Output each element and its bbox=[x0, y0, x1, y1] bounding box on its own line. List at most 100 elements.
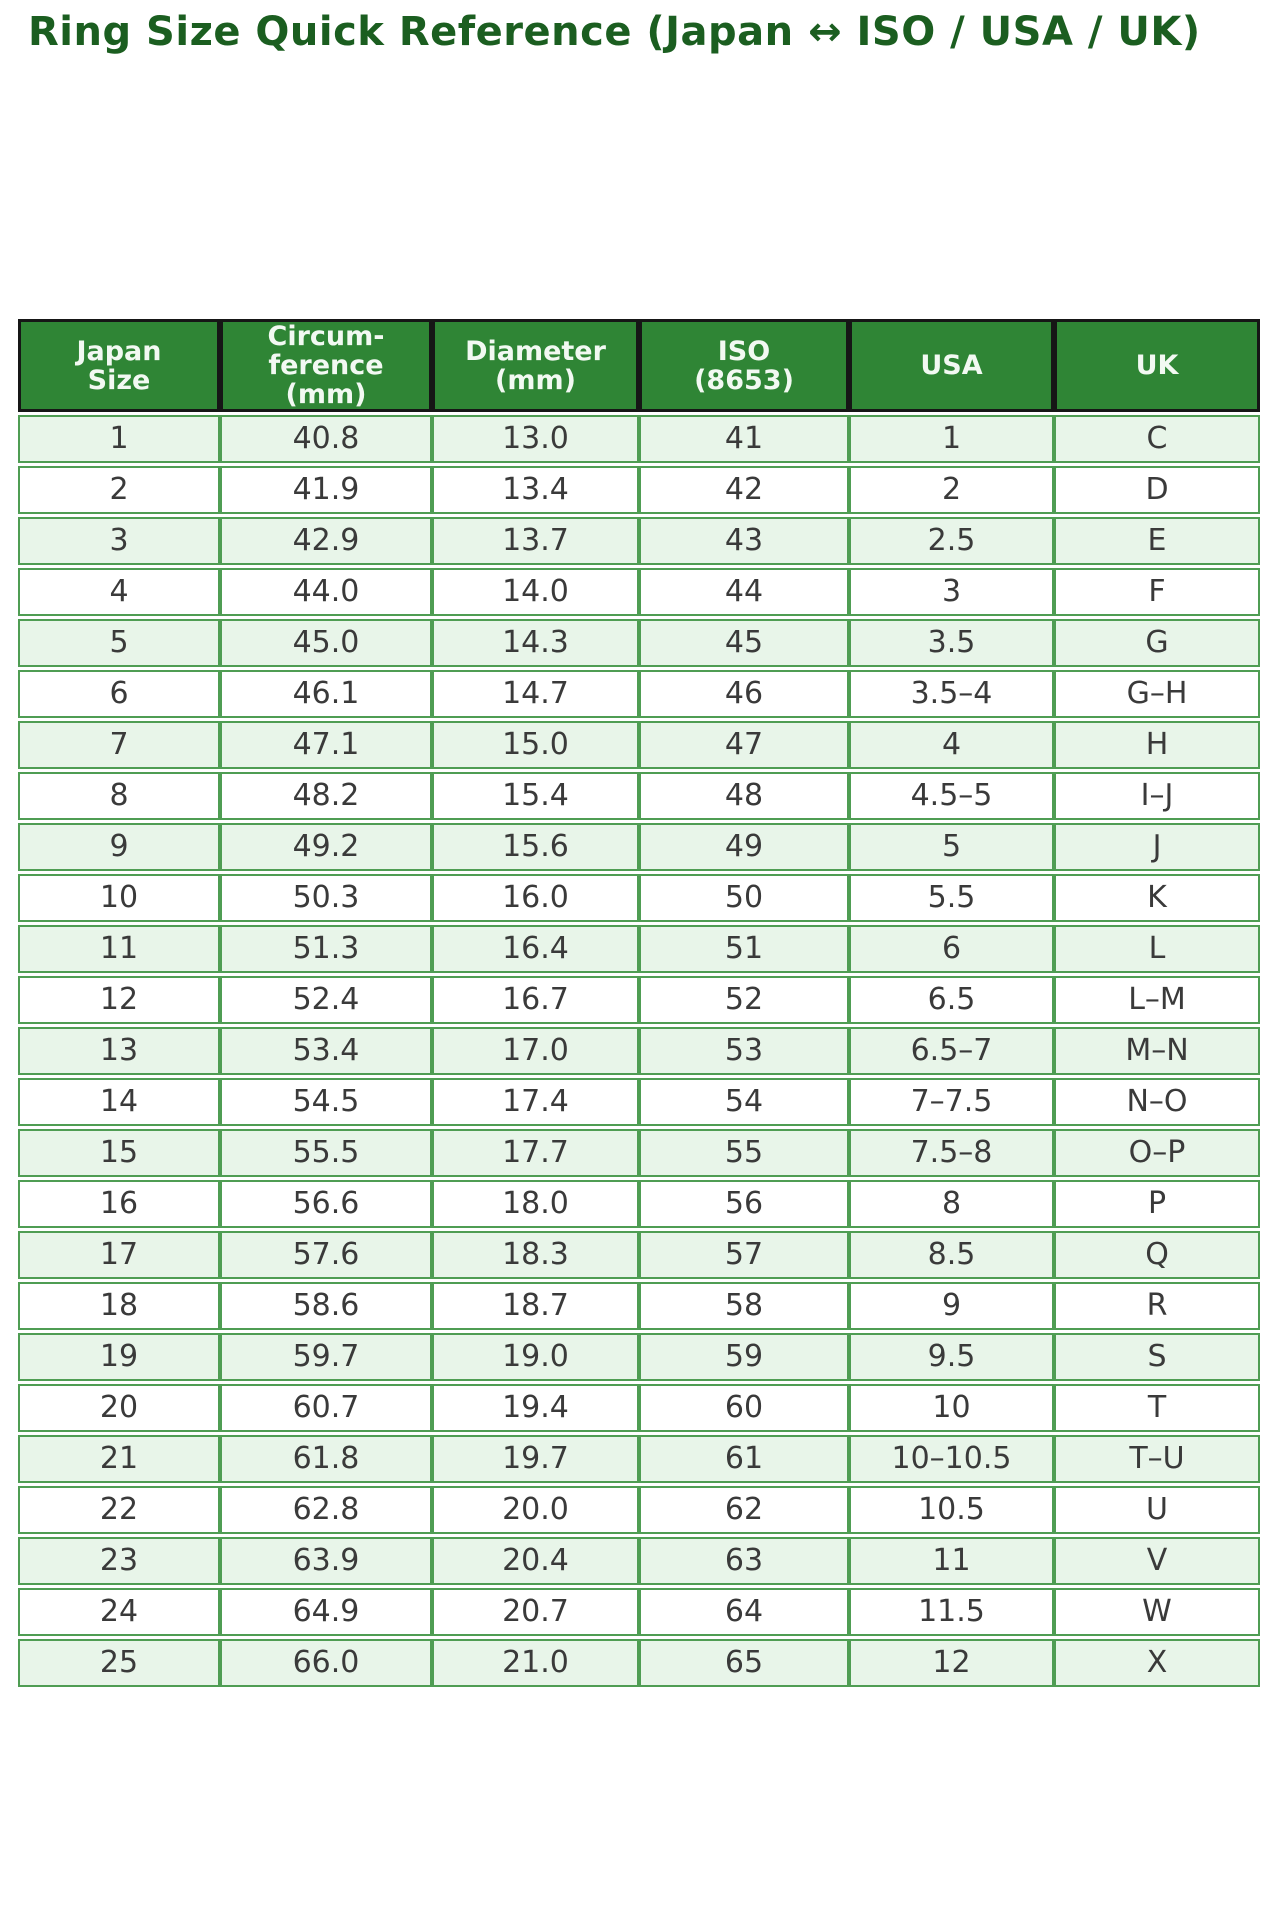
table-cell-circumference-mm: 45.0 bbox=[220, 619, 432, 668]
table-cell-uk: F bbox=[1054, 568, 1260, 617]
table-cell-usa: 12 bbox=[849, 1639, 1054, 1688]
table-row: 4 44.0 14.0 44 3 F bbox=[18, 568, 1260, 617]
table-cell-iso-8653: 63 bbox=[639, 1537, 849, 1586]
table-cell-diameter-mm: 20.7 bbox=[432, 1588, 639, 1637]
table-cell-uk: N–O bbox=[1054, 1078, 1260, 1127]
table-cell-circumference-mm: 48.2 bbox=[220, 772, 432, 821]
table-row: 22 62.8 20.0 62 10.5 U bbox=[18, 1486, 1260, 1535]
table-cell-japan-size: 13 bbox=[18, 1027, 220, 1076]
table-cell-circumference-mm: 41.9 bbox=[220, 466, 432, 515]
table-cell-diameter-mm: 15.6 bbox=[432, 823, 639, 872]
table-cell-circumference-mm: 44.0 bbox=[220, 568, 432, 617]
table-row: 20 60.7 19.4 60 10 T bbox=[18, 1384, 1260, 1433]
table-body: 1 40.8 13.0 41 1 C 2 41.9 13.4 42 2 D 3 42.9 13.7 43 2.5… bbox=[18, 415, 1260, 1688]
table-cell-circumference-mm: 46.1 bbox=[220, 670, 432, 719]
table-row: 14 54.5 17.4 54 7–7.5 N–O bbox=[18, 1078, 1260, 1127]
table-cell-usa: 8.5 bbox=[849, 1231, 1054, 1280]
table-cell-diameter-mm: 13.0 bbox=[432, 415, 639, 464]
table-cell-iso-8653: 43 bbox=[639, 517, 849, 566]
table-cell-uk: O–P bbox=[1054, 1129, 1260, 1178]
table-cell-diameter-mm: 13.4 bbox=[432, 466, 639, 515]
table-row: 15 55.5 17.7 55 7.5–8 O–P bbox=[18, 1129, 1260, 1178]
table-cell-circumference-mm: 52.4 bbox=[220, 976, 432, 1025]
table-row: 6 46.1 14.7 46 3.5–4 G–H bbox=[18, 670, 1260, 719]
column-header-uk: UK bbox=[1054, 319, 1260, 413]
table-cell-uk: H bbox=[1054, 721, 1260, 770]
table-row: 16 56.6 18.0 56 8 P bbox=[18, 1180, 1260, 1229]
table-cell-diameter-mm: 16.7 bbox=[432, 976, 639, 1025]
table-cell-circumference-mm: 53.4 bbox=[220, 1027, 432, 1076]
table-cell-iso-8653: 60 bbox=[639, 1384, 849, 1433]
table-cell-diameter-mm: 15.4 bbox=[432, 772, 639, 821]
table-cell-iso-8653: 41 bbox=[639, 415, 849, 464]
column-header-iso-8653: ISO (8653) bbox=[639, 319, 849, 413]
table-cell-usa: 6.5 bbox=[849, 976, 1054, 1025]
table-cell-usa: 2.5 bbox=[849, 517, 1054, 566]
table-cell-japan-size: 12 bbox=[18, 976, 220, 1025]
table-row: 18 58.6 18.7 58 9 R bbox=[18, 1282, 1260, 1331]
table-row: 19 59.7 19.0 59 9.5 S bbox=[18, 1333, 1260, 1382]
header-row: Japan Size Circum- ference (mm) Diameter (… bbox=[18, 319, 1260, 413]
table-cell-circumference-mm: 47.1 bbox=[220, 721, 432, 770]
table-cell-japan-size: 18 bbox=[18, 1282, 220, 1331]
table-cell-iso-8653: 61 bbox=[639, 1435, 849, 1484]
table-cell-japan-size: 15 bbox=[18, 1129, 220, 1178]
table-row: 12 52.4 16.7 52 6.5 L–M bbox=[18, 976, 1260, 1025]
table-cell-iso-8653: 65 bbox=[639, 1639, 849, 1688]
table-cell-usa: 10.5 bbox=[849, 1486, 1054, 1535]
table-row: 21 61.8 19.7 61 10–10.5 T–U bbox=[18, 1435, 1260, 1484]
table-row: 2 41.9 13.4 42 2 D bbox=[18, 466, 1260, 515]
table-cell-diameter-mm: 16.4 bbox=[432, 925, 639, 974]
column-header-diameter-mm: Diameter (mm) bbox=[432, 319, 639, 413]
table-cell-usa: 4 bbox=[849, 721, 1054, 770]
table-cell-circumference-mm: 57.6 bbox=[220, 1231, 432, 1280]
table-cell-japan-size: 11 bbox=[18, 925, 220, 974]
table-cell-circumference-mm: 54.5 bbox=[220, 1078, 432, 1127]
table-cell-diameter-mm: 15.0 bbox=[432, 721, 639, 770]
table-row: 11 51.3 16.4 51 6 L bbox=[18, 925, 1260, 974]
table-cell-diameter-mm: 18.0 bbox=[432, 1180, 639, 1229]
table-cell-diameter-mm: 17.0 bbox=[432, 1027, 639, 1076]
table-cell-uk: K bbox=[1054, 874, 1260, 923]
table-row: 5 45.0 14.3 45 3.5 G bbox=[18, 619, 1260, 668]
table-cell-circumference-mm: 49.2 bbox=[220, 823, 432, 872]
table-cell-japan-size: 20 bbox=[18, 1384, 220, 1433]
table-cell-japan-size: 14 bbox=[18, 1078, 220, 1127]
table-cell-iso-8653: 55 bbox=[639, 1129, 849, 1178]
table-cell-uk: P bbox=[1054, 1180, 1260, 1229]
table-cell-iso-8653: 54 bbox=[639, 1078, 849, 1127]
table-cell-uk: T–U bbox=[1054, 1435, 1260, 1484]
table-cell-japan-size: 25 bbox=[18, 1639, 220, 1688]
table-cell-japan-size: 1 bbox=[18, 415, 220, 464]
table-cell-japan-size: 23 bbox=[18, 1537, 220, 1586]
table-cell-iso-8653: 59 bbox=[639, 1333, 849, 1382]
table-cell-iso-8653: 46 bbox=[639, 670, 849, 719]
table-cell-diameter-mm: 13.7 bbox=[432, 517, 639, 566]
table-cell-diameter-mm: 20.0 bbox=[432, 1486, 639, 1535]
table-cell-japan-size: 22 bbox=[18, 1486, 220, 1535]
table-cell-usa: 1 bbox=[849, 415, 1054, 464]
table-cell-diameter-mm: 17.7 bbox=[432, 1129, 639, 1178]
table-row: 13 53.4 17.0 53 6.5–7 M–N bbox=[18, 1027, 1260, 1076]
table-cell-uk: L bbox=[1054, 925, 1260, 974]
table-header: Japan Size Circum- ference (mm) Diameter (… bbox=[18, 319, 1260, 413]
table-cell-japan-size: 6 bbox=[18, 670, 220, 719]
table-cell-japan-size: 17 bbox=[18, 1231, 220, 1280]
table-cell-japan-size: 24 bbox=[18, 1588, 220, 1637]
table-cell-japan-size: 5 bbox=[18, 619, 220, 668]
table-cell-uk: J bbox=[1054, 823, 1260, 872]
table-cell-circumference-mm: 62.8 bbox=[220, 1486, 432, 1535]
table-row: 10 50.3 16.0 50 5.5 K bbox=[18, 874, 1260, 923]
table-cell-usa: 5.5 bbox=[849, 874, 1054, 923]
table-cell-japan-size: 10 bbox=[18, 874, 220, 923]
table-cell-usa: 3 bbox=[849, 568, 1054, 617]
table-cell-diameter-mm: 20.4 bbox=[432, 1537, 639, 1586]
table-cell-diameter-mm: 14.3 bbox=[432, 619, 639, 668]
column-header-circumference-mm: Circum- ference (mm) bbox=[220, 319, 432, 413]
table-cell-circumference-mm: 66.0 bbox=[220, 1639, 432, 1688]
table-cell-japan-size: 3 bbox=[18, 517, 220, 566]
table-cell-uk: C bbox=[1054, 415, 1260, 464]
table-cell-circumference-mm: 50.3 bbox=[220, 874, 432, 923]
table-cell-iso-8653: 51 bbox=[639, 925, 849, 974]
table-row: 8 48.2 15.4 48 4.5–5 I–J bbox=[18, 772, 1260, 821]
